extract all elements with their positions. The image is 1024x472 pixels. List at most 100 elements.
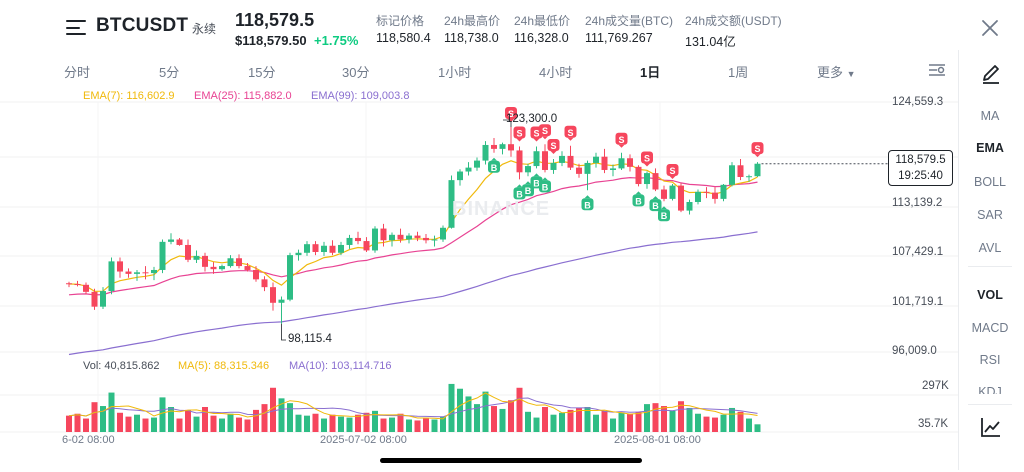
tab-interval-1w[interactable]: 1周 — [728, 65, 749, 80]
volume-bar — [159, 397, 166, 432]
current-price-value: 118,579.5 — [895, 154, 946, 166]
volume-bar — [406, 419, 412, 432]
legend-ema99: EMA(99): 109,003.8 — [311, 90, 410, 102]
volume-bar — [176, 418, 183, 432]
buy-signal-pointer — [635, 191, 642, 195]
candle-body — [576, 167, 582, 174]
volume-bar — [627, 413, 633, 432]
candle-body — [389, 234, 395, 241]
low-annotation: 98,115.4 — [288, 333, 332, 345]
volume-bar — [134, 414, 140, 432]
tab-interval-time[interactable]: 分时 — [64, 65, 91, 80]
candle-body — [482, 144, 489, 161]
indicator-ma[interactable]: MA — [980, 109, 1000, 123]
sell-signal-pointer — [567, 137, 574, 141]
volume-bar — [346, 417, 353, 432]
tab-interval-5m[interactable]: 5分 — [159, 65, 180, 80]
volume-bar — [610, 418, 616, 432]
indicator-vol[interactable]: VOL — [977, 288, 1003, 302]
volume-bar — [635, 411, 642, 432]
volume-bar — [618, 412, 625, 432]
indicator-macd[interactable]: MACD — [971, 321, 1009, 335]
candle-body — [219, 266, 225, 270]
volume-bar — [533, 417, 540, 432]
candle-body — [100, 291, 106, 307]
candle-body — [321, 245, 327, 252]
buy-signal-pointer — [652, 196, 659, 200]
candle-body — [253, 269, 259, 280]
volume-bar — [525, 411, 531, 432]
sell-signal-pointer — [508, 119, 514, 122]
legend-ema25: EMA(25): 115,882.0 — [194, 90, 292, 102]
stat-value-mark-price: 118,580.4 — [376, 31, 431, 45]
candle-body — [525, 166, 531, 173]
tab-interval-15m[interactable]: 15分 — [248, 65, 276, 80]
candle-body — [244, 266, 251, 270]
tab-interval-1h[interactable]: 1小时 — [438, 65, 472, 80]
indicator-rsi[interactable]: RSI — [979, 353, 1001, 367]
caret-down-icon: ▼ — [846, 69, 856, 79]
candle-body — [635, 166, 642, 185]
volume-bar — [414, 420, 421, 432]
legend-ma10: MA(10): 103,114.716 — [289, 360, 392, 372]
candle-body — [686, 202, 693, 211]
stat-value-24h-high: 118,738.0 — [444, 31, 499, 45]
candle-body — [593, 156, 599, 163]
volume-bar — [253, 409, 259, 432]
indicator-ema[interactable]: EMA — [976, 141, 1004, 155]
candle-body — [678, 185, 684, 211]
close-icon[interactable] — [980, 18, 1000, 38]
chart-trend-icon[interactable] — [980, 416, 1002, 438]
more-intervals-dropdown[interactable]: 更多 ▼ — [817, 62, 856, 81]
volume-bar — [508, 400, 514, 432]
tab-interval-4h[interactable]: 4小时 — [539, 65, 573, 80]
sell-signal-marker — [539, 124, 551, 137]
candle-body — [338, 244, 344, 253]
candle-body — [431, 239, 438, 241]
volume-bar — [652, 403, 659, 432]
menu-icon[interactable] — [66, 18, 88, 38]
volume-bar — [737, 411, 744, 432]
stat-label-mark-price: 标记价格 — [376, 14, 425, 28]
candle-body — [261, 279, 268, 288]
volume-bar — [287, 403, 293, 432]
tab-interval-30m[interactable]: 30分 — [342, 65, 370, 80]
sell-signal-pointer — [516, 138, 523, 142]
legend-ema7: EMA(7): 116,602.9 — [83, 90, 175, 102]
volume-bar — [499, 408, 506, 432]
buy-signal-label: B — [542, 182, 549, 192]
candle-body — [117, 261, 123, 272]
stat-label-24h-turnover-usdt: 24h成交额(USDT) — [685, 14, 782, 28]
sell-signal-label: S — [618, 135, 624, 145]
buy-signal-pointer — [661, 206, 667, 210]
candle-body — [601, 156, 608, 170]
volume-bar — [363, 412, 370, 432]
chart-settings-icon[interactable] — [928, 62, 946, 78]
candle-body — [712, 192, 718, 199]
candle-body — [729, 165, 735, 185]
volume-bar — [312, 413, 319, 432]
symbol-name[interactable]: BTCUSDT — [96, 15, 189, 36]
sell-signal-pointer — [669, 176, 676, 180]
indicator-boll[interactable]: BOLL — [974, 175, 1006, 189]
volume-bar — [746, 418, 752, 432]
volume-bar — [720, 414, 727, 432]
candle-body — [406, 235, 412, 240]
candle-body — [737, 165, 744, 177]
volume-bar — [338, 416, 344, 432]
sell-signal-label: S — [644, 154, 650, 164]
sell-signal-marker — [615, 132, 628, 145]
indicator-kdj[interactable]: KDJ — [978, 385, 1002, 394]
sell-signal-marker — [547, 139, 560, 152]
draw-pen-icon[interactable] — [980, 60, 1002, 84]
buy-signal-marker — [539, 180, 551, 193]
candle-body — [695, 191, 701, 202]
indicator-sar[interactable]: SAR — [977, 208, 1003, 222]
buy-signal-pointer — [525, 181, 531, 185]
volume-bar — [559, 412, 565, 432]
volume-bar — [661, 406, 667, 432]
indicator-avl[interactable]: AVL — [978, 241, 1002, 255]
tab-interval-1d[interactable]: 1日 — [640, 65, 661, 80]
volume-bar — [448, 383, 455, 432]
